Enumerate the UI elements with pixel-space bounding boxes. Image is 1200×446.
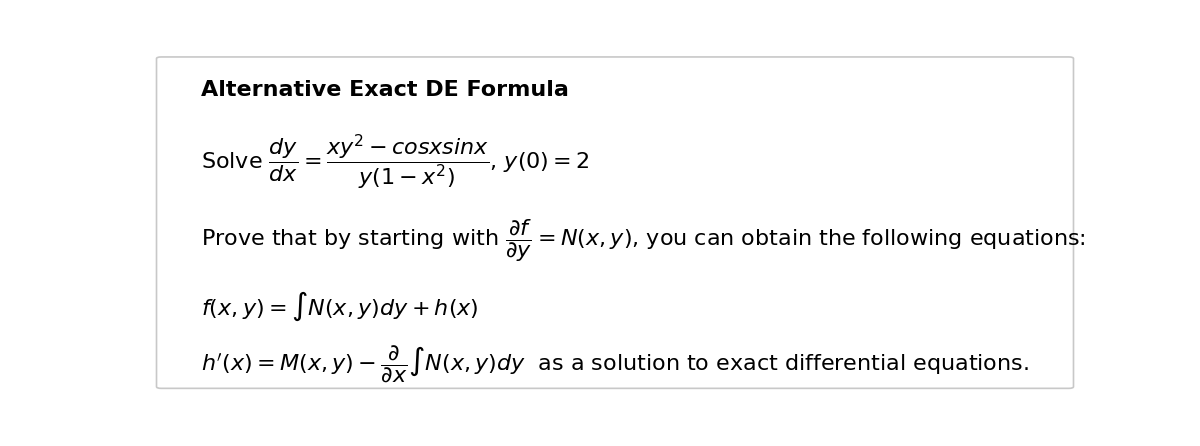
- Text: Solve $\dfrac{dy}{dx} = \dfrac{xy^2-\mathit{cosxsinx}}{y(1-x^2)}$, $y(0) = 2$: Solve $\dfrac{dy}{dx} = \dfrac{xy^2-\mat…: [202, 132, 590, 192]
- FancyBboxPatch shape: [156, 57, 1074, 388]
- Text: $f(x, y) = \int N(x, y)dy + h(x)$: $f(x, y) = \int N(x, y)dy + h(x)$: [202, 289, 479, 322]
- Text: Alternative Exact DE Formula: Alternative Exact DE Formula: [202, 79, 569, 99]
- Text: $h'(x) = M(x, y) - \dfrac{\partial}{\partial x}\int N(x, y)dy$  as a solution to: $h'(x) = M(x, y) - \dfrac{\partial}{\par…: [202, 343, 1030, 385]
- Text: Prove that by starting with $\dfrac{\partial f}{\partial y} = N(x, y)$, you can : Prove that by starting with $\dfrac{\par…: [202, 217, 1086, 264]
